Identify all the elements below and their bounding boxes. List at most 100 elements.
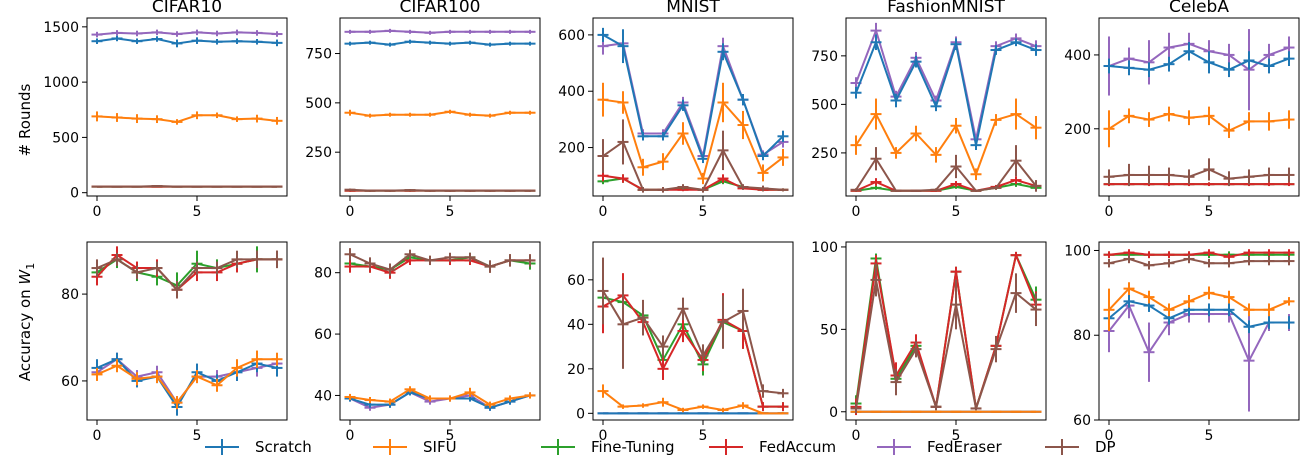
x-tick-label: 0 [599,428,608,444]
series-line [602,140,784,191]
plot-area [1103,29,1295,187]
series-line [96,358,277,404]
panel-title: CelebA [1169,0,1229,17]
y-tick-label: 750 [305,47,332,63]
series-dp [597,119,789,193]
legend-label: DP [1095,438,1116,456]
y-tick-label: 600 [558,28,585,44]
legend-item-scratch: Scratch [205,438,312,456]
y-tick-label: 500 [52,130,79,146]
legend-label: FedEraser [927,438,1002,456]
y-tick-label: 40 [314,388,332,404]
series-line [1108,113,1290,132]
x-tick-label: 0 [346,428,355,444]
series-line [855,41,1037,147]
legend-label: FedAccum [759,438,836,456]
series-line [349,188,530,192]
y-tick-label: 250 [305,145,332,161]
panel-accuracy-2: 0 5 40 60 80 [314,241,541,444]
y-tick-label: 0 [576,406,585,422]
plot-area [344,28,536,192]
series-line [855,254,1037,410]
x-tick-label: 0 [346,204,355,220]
series-federaser [344,28,536,35]
x-tick-label: 0 [93,204,102,220]
series-line [855,254,1037,410]
series-line [855,29,1037,141]
axes-frame [86,241,288,421]
series-dp [91,185,283,188]
plot-area [850,22,1042,192]
legend-item-fedaccum: FedAccum [709,438,836,456]
y-tick-label: 60 [567,273,585,289]
x-tick-label: 5 [1205,428,1214,444]
series-federaser [850,22,1042,145]
series-line [350,29,530,34]
x-tick-label: 5 [1205,204,1214,220]
series-dp [1103,158,1295,187]
plot-area [344,248,536,411]
y-tick-label: 100 [1064,243,1091,259]
series-fedaccum [1103,182,1295,187]
panel-rounds-4: FashionMNIST 0 5 250 500 750 [811,0,1047,220]
panel-rounds-1: CIFAR10 0 5 0 500 1000 1500 [43,0,288,220]
axes-frame [1098,17,1300,197]
panel-accuracy-1: 0 5 60 80 [61,241,288,444]
axes-frame [339,241,541,421]
y-tick-label: 400 [558,84,585,100]
x-tick-label: 0 [852,204,861,220]
axes-frame [592,241,794,421]
series-scratch [1103,42,1295,78]
y-tick-label: 20 [567,362,585,378]
legend-item-federaser: FedEraser [877,438,1002,456]
series-dp [344,248,536,276]
series-sifu [597,82,789,185]
axes-frame [339,17,541,197]
series-line [1108,168,1289,180]
y-tick-label: 50 [820,322,838,338]
series-dp [850,145,1042,192]
series-sifu [91,350,283,410]
series-line [602,390,783,415]
series-dp [850,263,1042,414]
series-scratch [344,39,536,47]
panel-accuracy-3: 0 5 0 20 40 60 [567,241,794,444]
y-tick-label: 750 [811,49,838,65]
plot-area [91,29,283,188]
legend-label: Scratch [255,438,312,456]
y-tick-label: 500 [811,97,838,113]
series-line [602,98,784,180]
series-line [602,174,783,191]
series-scratch [91,352,283,416]
series-scratch [850,34,1042,150]
legend-item-sifu: SIFU [373,438,457,456]
series-line [602,296,783,408]
plot-area [850,251,1042,416]
panel-title: CIFAR10 [152,0,222,17]
series-dp [91,250,283,299]
series-sifu [344,386,536,408]
y-tick-label: 80 [1073,328,1091,344]
axes-frame [1098,241,1300,421]
panel-rounds-2: CIFAR100 0 5 250 500 750 [305,0,541,220]
y-tick-label: 200 [558,141,585,157]
series-line [855,113,1037,176]
x-tick-label: 5 [446,204,455,220]
series-line [855,182,1037,192]
x-tick-label: 0 [852,428,861,444]
series-line [349,40,530,46]
series-sifu [597,384,789,415]
legend-item-dp: DP [1045,438,1116,456]
series-sifu [1103,106,1295,148]
series-line [96,358,278,408]
series-dp [344,188,536,192]
x-tick-label: 5 [699,428,708,444]
series-line [1108,50,1290,71]
series-line [855,157,1037,192]
series-line [96,114,278,123]
panel-title: FashionMNIST [887,0,1005,17]
series-line [96,258,277,291]
axes-frame [592,17,794,197]
series-line [1108,304,1289,362]
